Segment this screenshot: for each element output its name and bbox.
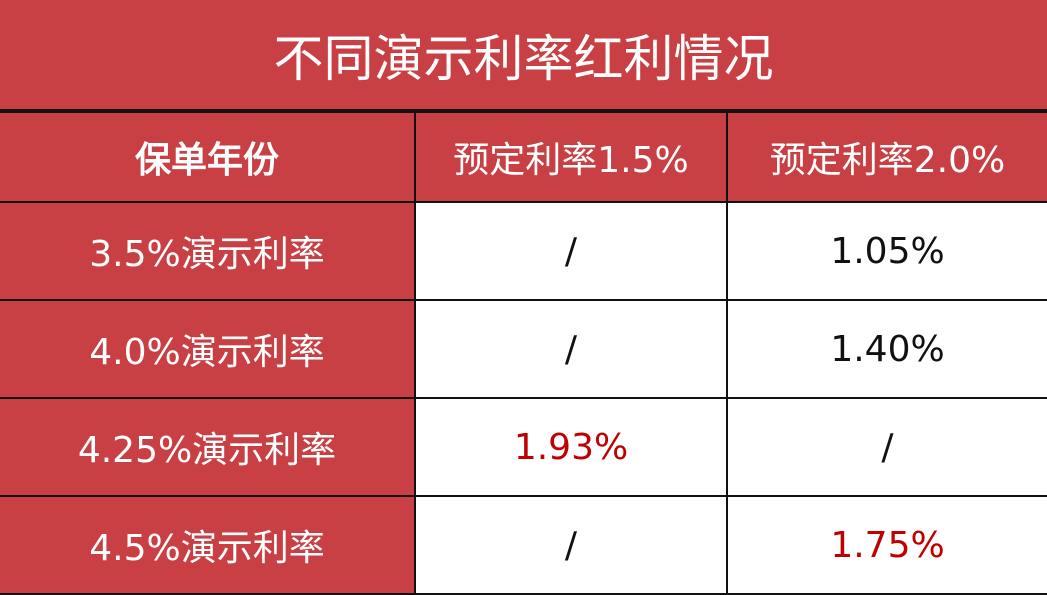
column-header-policy-year: 保单年份 [0,111,416,203]
table-row: 4.5%演示利率 / 1.75% [0,495,1047,595]
table-title: 不同演示利率红利情况 [0,0,1047,111]
row-label: 4.0%演示利率 [0,299,416,399]
column-header-rate-1-5: 预定利率1.5% [414,111,728,203]
table-row: 4.0%演示利率 / 1.40% [0,299,1047,399]
table-cell: / [414,201,728,301]
table-row: 4.25%演示利率 1.93% / [0,397,1047,497]
table-cell-highlighted: 1.93% [414,397,728,497]
dividend-table: 保单年份 预定利率1.5% 预定利率2.0% 3.5%演示利率 / 1.05% … [0,111,1047,595]
table-cell: 1.40% [726,299,1047,399]
table-cell: 1.05% [726,201,1047,301]
row-label: 3.5%演示利率 [0,201,416,301]
row-label: 4.25%演示利率 [0,397,416,497]
column-header-rate-2-0: 预定利率2.0% [726,111,1047,203]
row-label: 4.5%演示利率 [0,495,416,595]
table-cell-highlighted: 1.75% [726,495,1047,595]
table-cell: / [414,299,728,399]
table-cell: / [414,495,728,595]
table-cell: / [726,397,1047,497]
header-row: 保单年份 预定利率1.5% 预定利率2.0% [0,111,1047,203]
table-row: 3.5%演示利率 / 1.05% [0,201,1047,301]
